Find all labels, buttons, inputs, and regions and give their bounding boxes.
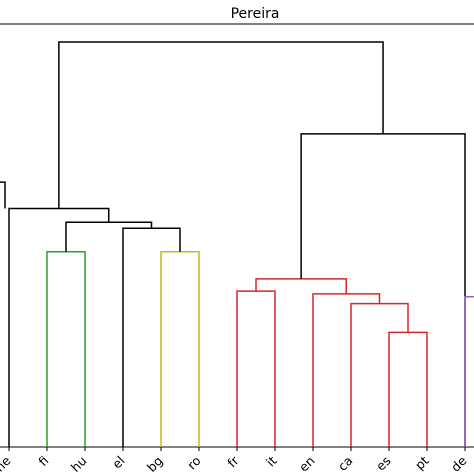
leaf-label-en: en — [296, 453, 318, 474]
leaf-label-fr: fr — [224, 452, 242, 470]
leaf-label-bg: bg — [144, 453, 166, 474]
dendrogram-link-1 — [160, 251, 200, 447]
leaf-label-es: es — [373, 453, 394, 474]
leaf-label-de: de — [448, 453, 470, 474]
dendrogram-link-4 — [388, 331, 428, 447]
leaf-labels: ne fi hu el bg ro fr it en ca es pt de — [0, 452, 470, 474]
chart-title: Pereira — [231, 6, 280, 22]
dendrogram-link-3 — [65, 221, 153, 252]
dendrogram-link-11 — [58, 41, 384, 209]
leaf-label-hu: hu — [68, 453, 90, 474]
dendrogram-link-0 — [46, 251, 86, 447]
dendrogram-link-10 — [300, 133, 466, 447]
dendrogram-link-de — [464, 295, 474, 447]
leaf-label-ro: ro — [184, 453, 203, 472]
dendrogram-link-5 — [350, 302, 409, 447]
dendrogram-link-stub — [0, 181, 6, 209]
leaf-label-pt: pt — [412, 453, 432, 473]
dendrogram-link-6 — [312, 293, 381, 447]
leaf-label-it: it — [263, 453, 280, 470]
leaf-label-ca: ca — [335, 453, 356, 474]
dendrogram-link-2 — [122, 227, 181, 447]
leaf-label-fi: fi — [35, 453, 51, 469]
leaf-ticks — [8, 447, 466, 451]
dendrogram-links — [0, 41, 474, 447]
leaf-label-el: el — [109, 453, 128, 472]
dendrogram-link-9 — [8, 207, 110, 447]
leaf-label-ne: ne — [0, 453, 14, 474]
dendrogram-link-7 — [236, 290, 276, 447]
